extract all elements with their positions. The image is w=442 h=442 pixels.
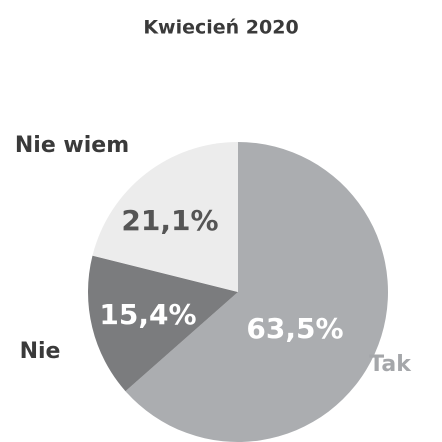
category-label: Tak bbox=[369, 352, 412, 377]
pie-slice bbox=[92, 142, 238, 292]
category-label: Nie bbox=[20, 339, 61, 364]
category-label: Nie wiem bbox=[15, 133, 129, 158]
value-label: 21,1% bbox=[121, 204, 218, 237]
value-label: 15,4% bbox=[99, 298, 196, 331]
pie-slice bbox=[87, 255, 238, 392]
chart-title: Kwiecień 2020 bbox=[143, 17, 298, 39]
pie-slice bbox=[125, 142, 388, 442]
value-label: 63,5% bbox=[246, 312, 343, 345]
